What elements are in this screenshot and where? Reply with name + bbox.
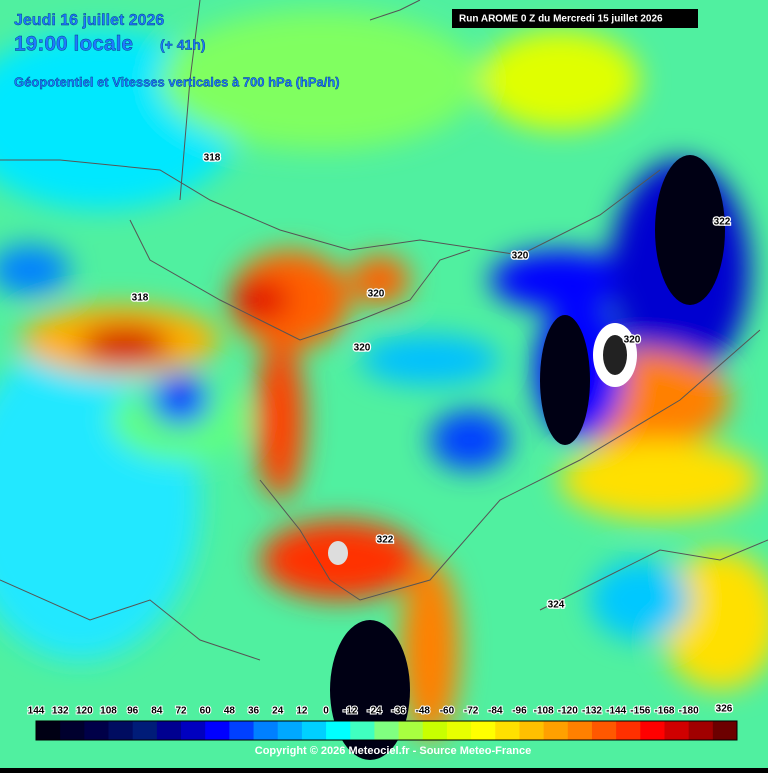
legend-tick-label: -96: [512, 706, 527, 717]
legend-swatch: [205, 721, 230, 740]
legend-swatch: [616, 721, 641, 740]
legend-swatch: [60, 721, 85, 740]
contour-label: 320: [624, 335, 641, 346]
forecast-date: Jeudi 16 juillet 2026: [14, 12, 164, 29]
legend-swatch: [181, 721, 206, 740]
legend-tick-label: -156: [630, 706, 650, 717]
legend-tick-label: -12: [343, 706, 358, 717]
legend-tick-label: -180: [679, 706, 699, 717]
contour-label: 322: [377, 535, 394, 546]
legend-tick-label: -72: [464, 706, 479, 717]
contour-label: 320: [512, 251, 529, 262]
legend-swatch: [471, 721, 496, 740]
legend-swatch: [156, 721, 182, 740]
legend-tick-label: 120: [76, 706, 93, 717]
contour-label: 320: [354, 343, 371, 354]
legend-swatch: [108, 721, 134, 740]
legend-tick-label: -108: [534, 706, 554, 717]
legend-tick-label: -36: [391, 706, 406, 717]
run-box: [452, 9, 698, 28]
legend-swatch: [374, 721, 400, 740]
legend-tick-label: 132: [52, 706, 69, 717]
legend-swatch: [132, 721, 158, 740]
legend-tick-label: 72: [175, 706, 187, 717]
legend-tick-label: 96: [127, 706, 139, 717]
legend-swatch: [253, 721, 279, 740]
legend-tick-label: 108: [100, 706, 117, 717]
legend-swatch: [229, 721, 255, 740]
contour-label: 324: [548, 600, 565, 611]
legend-tick-label: 24: [272, 706, 284, 717]
contour-label: 318: [132, 293, 149, 304]
forecast-time: 19:00 locale: [14, 33, 133, 56]
run-label: Run AROME 0 Z du Mercredi 15 juillet 202…: [459, 14, 663, 25]
legend-swatch: [422, 721, 448, 740]
legend-tick-label: -24: [367, 706, 382, 717]
legend-swatch: [398, 721, 424, 740]
legend-swatch: [495, 721, 520, 740]
contour-label: 320: [368, 289, 385, 300]
contour-label: 318: [204, 153, 221, 164]
legend-tick-label: 12: [296, 706, 308, 717]
legend-swatch: [664, 721, 690, 740]
legend-tick-label: 48: [224, 706, 236, 717]
legend-swatch: [712, 721, 738, 740]
legend-swatch: [640, 721, 665, 740]
legend-tick-label: 84: [151, 706, 163, 717]
legend-swatch: [591, 721, 617, 740]
legend-swatch: [326, 721, 351, 740]
legend-swatch: [567, 721, 593, 740]
legend-tick-label: 144: [28, 706, 45, 717]
forecast-lead: (+ 41h): [160, 37, 206, 53]
field-title: Géopotentiel et Vitesses verticales à 70…: [14, 74, 340, 89]
legend-tick-label: -132: [582, 706, 602, 717]
legend-swatch: [446, 721, 472, 740]
copyright: Copyright © 2026 Meteociel.fr - Source M…: [255, 745, 531, 757]
legend-swatch: [350, 721, 375, 740]
legend-swatch: [36, 721, 61, 740]
contour-labels: 318 318 320 320 320 320 322 322 324 326: [130, 151, 734, 716]
legend-tick-label: 0: [323, 706, 329, 717]
legend-swatch: [543, 721, 569, 740]
contour-label: 326: [716, 704, 733, 715]
contour-label: 322: [714, 217, 731, 228]
legend-tick-label: 60: [200, 706, 212, 717]
legend-swatch: [688, 721, 714, 740]
legend-tick-label: -168: [654, 706, 674, 717]
legend-frame: [35, 720, 738, 741]
legend-swatch: [277, 721, 303, 740]
legend-swatch: [301, 721, 327, 740]
legend-swatch: [519, 721, 545, 740]
legend-tick-label: 36: [248, 706, 260, 717]
legend-tick-label: -60: [440, 706, 455, 717]
legend: 144 132 120 108 96 84 72 60 48 36 24 12 0 -12 -24 -36 -4…: [27, 705, 738, 741]
legend-tick-label: -120: [558, 706, 578, 717]
legend-tick-label: -84: [488, 706, 503, 717]
legend-tick-label: -48: [416, 706, 431, 717]
legend-swatch: [84, 721, 110, 740]
legend-tick-label: -144: [606, 706, 626, 717]
